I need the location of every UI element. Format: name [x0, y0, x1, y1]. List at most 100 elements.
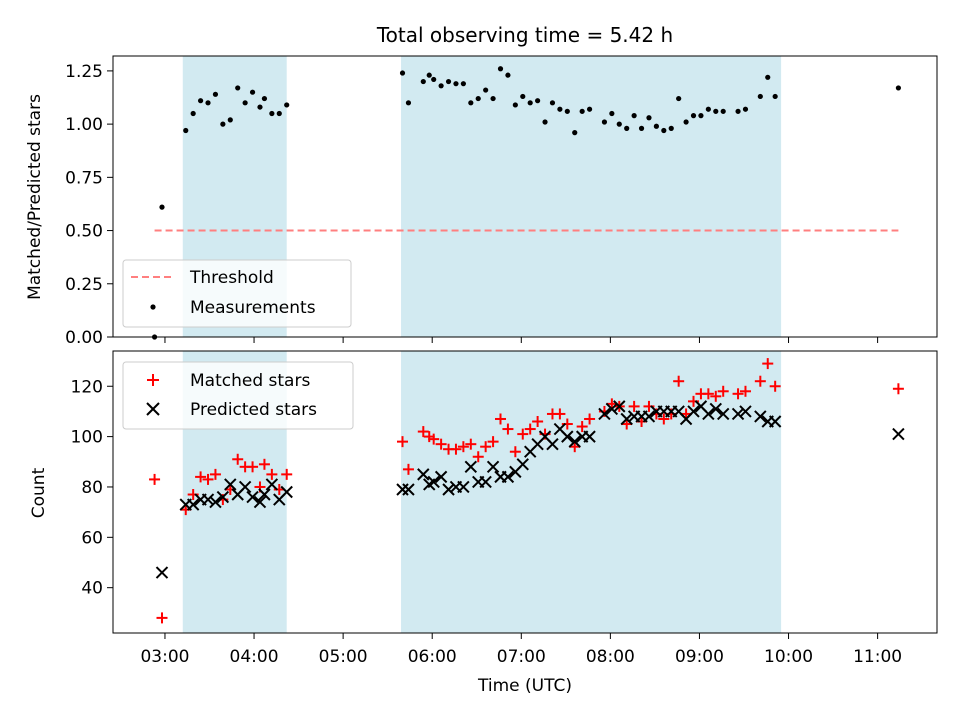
shaded-interval	[401, 56, 782, 337]
measurement-point	[527, 100, 533, 106]
x-stroke	[246, 490, 259, 504]
matched-star-point	[495, 413, 507, 425]
predicted-star-point	[434, 470, 448, 484]
predicted-star-point	[280, 485, 293, 499]
matched-star-point	[762, 358, 774, 370]
matched-star-point	[202, 473, 214, 485]
measurement-point	[676, 95, 682, 102]
matched-star-point	[232, 453, 244, 465]
measurement-point	[572, 130, 578, 136]
y-tick-label: 60	[81, 528, 103, 548]
shaded-interval	[401, 351, 782, 633]
matched-star-point	[673, 375, 685, 387]
x-stroke	[209, 495, 222, 509]
measurement-point	[653, 123, 659, 129]
predicted-star-point	[201, 493, 215, 506]
x-stroke	[224, 478, 237, 491]
x-tick-label: 06:00	[408, 647, 457, 667]
measurement-point	[261, 95, 268, 102]
matched-star-point	[554, 408, 566, 420]
predicted-star-point	[754, 410, 767, 423]
measurement-point	[497, 66, 504, 72]
x-tick-label: 07:00	[497, 647, 546, 667]
x-stroke	[216, 490, 230, 504]
top-y-axis-label: Matched/Predicted stars	[25, 94, 45, 300]
measurement-point	[431, 76, 437, 83]
x-stroke	[427, 475, 440, 489]
matched-star-point	[524, 423, 536, 435]
predicted-star-point	[605, 402, 619, 416]
measurement-point	[453, 81, 459, 87]
predicted-star-point	[258, 488, 271, 501]
predicted-star-point	[731, 407, 745, 421]
measurement-point	[190, 110, 196, 117]
x-tick-label: 11:00	[853, 647, 902, 667]
matched-star-point	[435, 438, 447, 450]
measurement-point	[475, 95, 481, 102]
measurement-point	[420, 78, 426, 85]
matched-star-point	[209, 468, 221, 480]
predicted-star-point	[546, 437, 559, 451]
measurement-point	[646, 115, 652, 121]
matched-star-point	[532, 416, 544, 427]
y-tick-label: 80	[81, 478, 103, 498]
matched-star-point	[769, 380, 781, 392]
x-stroke	[546, 437, 559, 451]
matched-star-point	[480, 441, 492, 453]
measurement-point	[445, 78, 452, 85]
y-tick-label: 0.00	[65, 328, 103, 348]
bottom-x-ticks: 03:00 04:00 05:00 06:00 07:00 08:00 09:00 10:00…	[140, 633, 902, 667]
measurement-point	[242, 100, 248, 106]
x-stroke	[464, 460, 478, 474]
measurement-point	[631, 113, 637, 119]
matched-stars-legend-label: Matched stars	[190, 371, 310, 391]
y-tick-label: 0.75	[65, 168, 103, 188]
measurement-point	[460, 81, 466, 87]
measurement-point	[720, 108, 726, 114]
measurement-point	[564, 108, 570, 114]
predicted-star-point	[479, 475, 492, 489]
measurement-point	[276, 110, 282, 117]
measurement-point	[183, 127, 189, 134]
matched-star-point	[247, 461, 259, 473]
x-stroke	[694, 400, 708, 413]
x-stroke	[253, 495, 267, 509]
x-stroke	[186, 498, 200, 511]
predicted-star-point	[486, 460, 500, 474]
matched-star-point	[739, 385, 751, 397]
predicted-star-point	[598, 407, 611, 421]
matched-star-point	[710, 390, 722, 402]
measurement-point	[757, 93, 763, 100]
x-stroke	[238, 480, 252, 494]
x-stroke	[402, 483, 415, 496]
measurement-point	[616, 121, 622, 127]
predicted-star-point	[501, 470, 515, 484]
x-stroke	[892, 427, 905, 441]
measurement-point	[197, 98, 204, 104]
predicted-star-point	[768, 415, 782, 428]
measurement-point	[426, 72, 432, 78]
matched-star-point	[502, 423, 514, 435]
matched-star-point	[465, 438, 477, 450]
x-stroke	[739, 405, 752, 418]
measurement-point	[772, 93, 778, 100]
x-stroke	[687, 405, 700, 418]
x-stroke	[417, 468, 430, 481]
bottom-legend: Matched stars Predicted stars	[122, 361, 354, 430]
matched-star-point	[281, 468, 293, 480]
matched-star-point	[584, 413, 596, 425]
measurement-point	[235, 85, 241, 91]
measurement-point	[542, 119, 548, 125]
measurement-point	[257, 104, 263, 110]
measurement-point	[683, 119, 689, 125]
matched-star-point	[509, 446, 521, 458]
x-stroke	[501, 470, 515, 484]
measurement-point	[399, 70, 406, 76]
x-stroke	[731, 407, 745, 421]
x-axis-label: Time (UTC)	[477, 676, 572, 696]
matched-star-point	[487, 436, 499, 448]
matched-star-point	[417, 426, 429, 438]
predicted-star-point	[464, 460, 478, 474]
x-stroke	[155, 566, 169, 579]
x-stroke	[201, 493, 215, 506]
